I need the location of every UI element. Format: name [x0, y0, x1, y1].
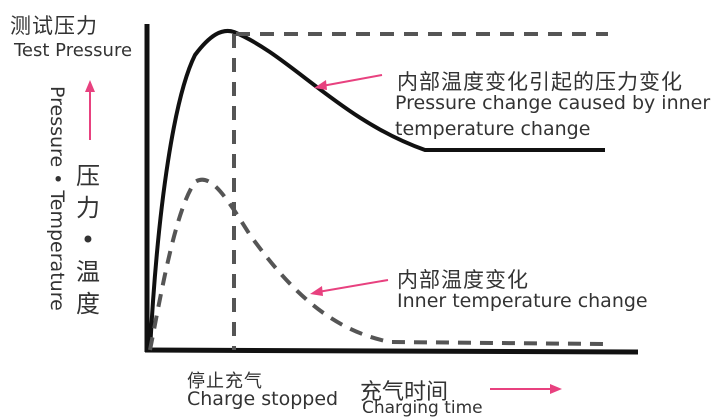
charge-stopped-label-en: Charge stopped	[187, 388, 339, 410]
charge-stopped-label-zh: 停止充气	[187, 371, 263, 392]
temperature-annotation-en: Inner temperature change	[397, 290, 648, 312]
y-axis-arrow	[85, 80, 95, 140]
x-axis-arrow	[490, 384, 562, 394]
pressure-annotation-en-line1: Pressure change caused by inner	[395, 92, 711, 114]
y-axis-label-zh: 压力 • 温度	[76, 162, 100, 318]
pressure-curve	[148, 29, 605, 351]
y-axis-label-en: Pressure • Temperature	[46, 86, 68, 311]
pressure-annotation-arrow	[314, 74, 383, 90]
x-axis-label-zh: 充气时间	[360, 380, 449, 405]
x-axis-label-en: Charging time	[362, 398, 483, 418]
temperature-annotation-zh: 内部温度变化	[397, 268, 529, 292]
chart-title-en: Test Pressure	[14, 40, 133, 61]
temperature-annotation-arrow	[310, 279, 389, 296]
temperature-curve	[148, 177, 606, 351]
pressure-annotation-zh: 内部温度变化引起的压力变化	[397, 70, 683, 94]
x-axis-line	[144, 347, 639, 355]
pressure-annotation-en-line2: temperature change	[395, 118, 591, 140]
chart-title-zh: 测试压力	[10, 14, 98, 38]
